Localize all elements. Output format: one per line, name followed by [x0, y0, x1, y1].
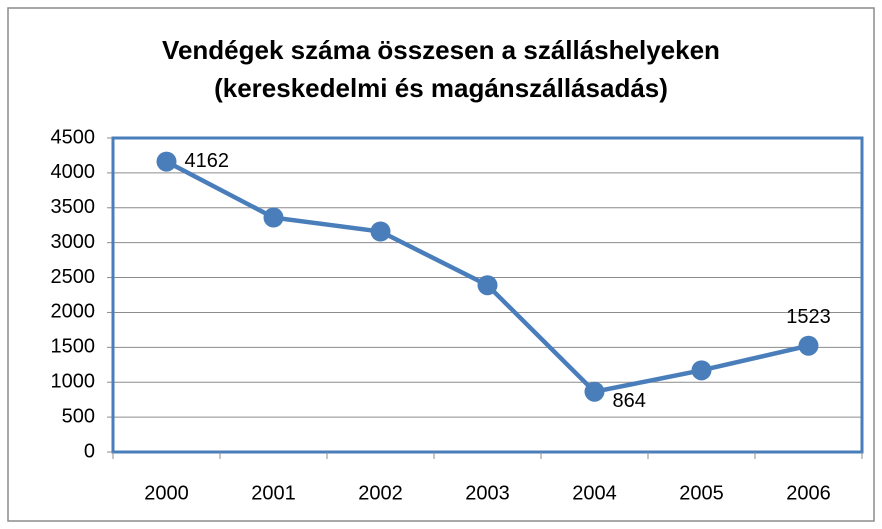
y-tick-label: 4500 — [51, 126, 96, 148]
x-tick-label: 2003 — [465, 482, 510, 504]
marker — [477, 275, 498, 296]
chart-title: (kereskedelmi és magánszállásadás) — [214, 73, 668, 103]
y-tick-label: 1000 — [51, 371, 96, 393]
x-tick-label: 2004 — [572, 482, 617, 504]
marker — [156, 151, 177, 172]
x-tick-label: 2001 — [251, 482, 296, 504]
y-tick-label: 0 — [84, 440, 95, 462]
data-label: 864 — [613, 390, 646, 412]
data-label: 1523 — [786, 306, 831, 328]
y-tick-label: 4000 — [51, 161, 96, 183]
y-tick-label: 3500 — [51, 196, 96, 218]
y-tick-label: 2000 — [51, 301, 96, 323]
plot-border — [111, 136, 864, 454]
chart-border — [7, 7, 875, 522]
marker — [263, 207, 284, 228]
marker — [584, 381, 605, 402]
y-tick-label: 2500 — [51, 266, 96, 288]
x-tick-label: 2002 — [358, 482, 403, 504]
marker — [691, 360, 712, 381]
marker — [370, 221, 391, 242]
data-label: 4162 — [185, 150, 230, 172]
y-tick-label: 500 — [62, 405, 95, 427]
x-tick-label: 2006 — [786, 482, 831, 504]
x-tick-label: 2005 — [679, 482, 724, 504]
y-tick-label: 1500 — [51, 336, 96, 358]
chart-title: Vendégek száma összesen a szálláshelyeke… — [162, 35, 720, 65]
marker — [798, 335, 819, 356]
y-tick-label: 3000 — [51, 231, 96, 253]
x-tick-label: 2000 — [144, 482, 189, 504]
